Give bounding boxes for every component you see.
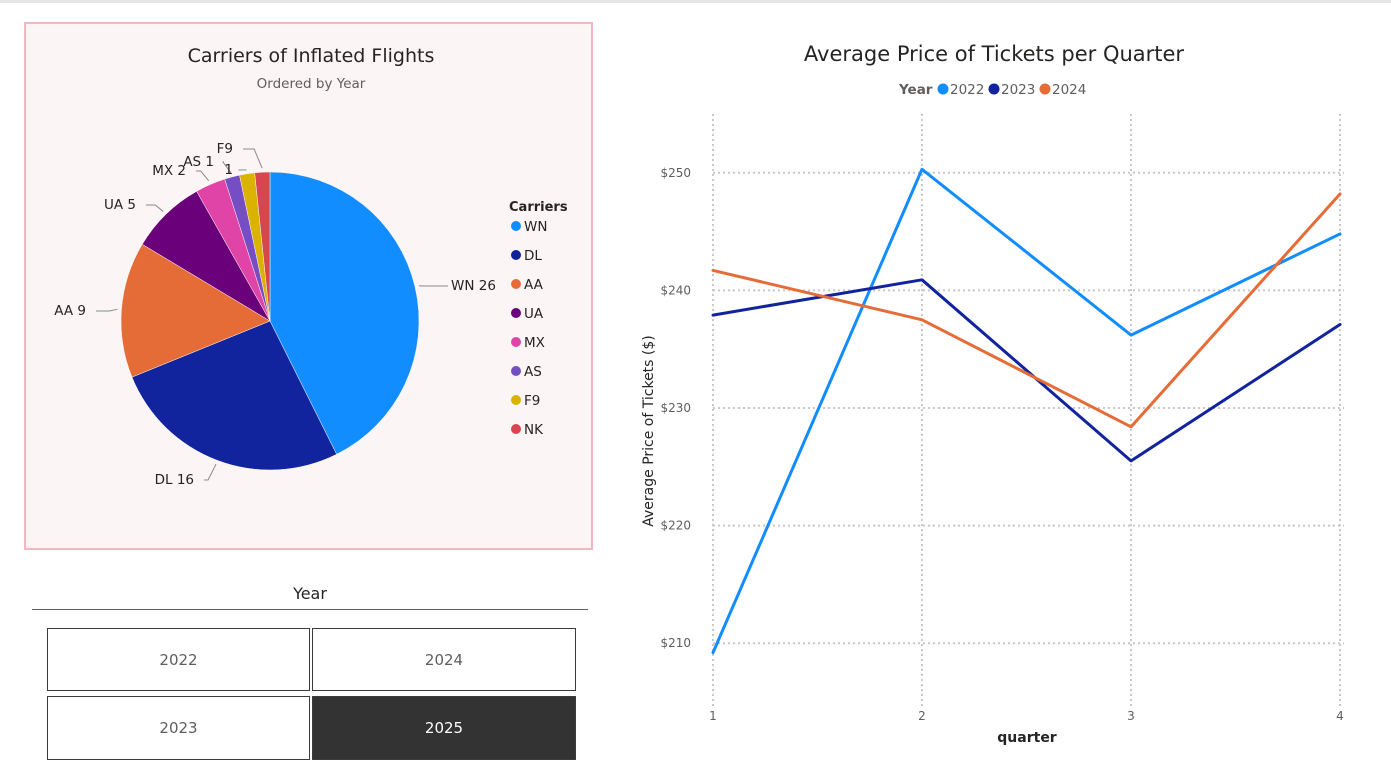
legend-marker-nk[interactable] <box>511 424 521 434</box>
legend-item-dl[interactable]: DL <box>524 248 542 264</box>
pie-data-label: 1 <box>224 162 233 178</box>
pie-data-label: MX 2 <box>152 163 186 179</box>
legend-item-as[interactable]: AS <box>524 364 542 380</box>
legend-marker-dl[interactable] <box>511 250 521 260</box>
slicer-option-2022[interactable]: 2022 <box>47 628 310 691</box>
slicer-option-2023[interactable]: 2023 <box>47 696 310 760</box>
pie-slice-wn[interactable] <box>269 171 420 455</box>
y-tick-label: $250 <box>660 166 691 180</box>
top-divider <box>0 0 1391 3</box>
pie-leader-line <box>96 308 118 312</box>
year-slicer: Year 2022 2024 2023 2025 <box>32 580 588 780</box>
pie-data-label: AA 9 <box>54 303 86 319</box>
x-tick-label: 2 <box>918 709 926 723</box>
y-axis-label: Average Price of Tickets ($) <box>641 335 657 526</box>
legend-item-wn[interactable]: WN <box>524 219 547 235</box>
x-axis-label: quarter <box>997 730 1057 746</box>
line-chart-title: Average Price of Tickets per Quarter <box>804 42 1185 66</box>
slicer-option-2024[interactable]: 2024 <box>312 628 576 691</box>
pie-leader-line <box>204 463 217 481</box>
y-tick-label: $240 <box>660 283 691 297</box>
y-tick-label: $220 <box>660 519 691 533</box>
legend-marker-wn[interactable] <box>511 221 521 231</box>
slicer-option-2025[interactable]: 2025 <box>312 696 576 760</box>
legend-marker-as[interactable] <box>511 366 521 376</box>
pie-legend-title: Carriers <box>509 200 568 215</box>
legend-item-ua[interactable]: UA <box>524 306 544 322</box>
pie-leader-line <box>146 204 164 212</box>
pie-chart-card: Carriers of Inflated Flights Ordered by … <box>24 22 593 550</box>
legend-item-aa[interactable]: AA <box>524 277 544 293</box>
pie-data-label: DL 16 <box>155 472 194 488</box>
slicer-divider <box>32 609 588 610</box>
pie-data-label: F9 <box>217 141 233 157</box>
pie-slice-aa[interactable] <box>120 243 271 378</box>
pie-leader-line <box>196 170 210 182</box>
pie-chart: Carriers of Inflated Flights Ordered by … <box>54 45 568 488</box>
line-legend-marker-2024[interactable] <box>1039 83 1051 95</box>
y-tick-label: $230 <box>660 401 691 415</box>
pie-data-label: UA 5 <box>104 197 136 213</box>
legend-item-mx[interactable]: MX <box>524 335 545 351</box>
legend-item-f9[interactable]: F9 <box>524 393 540 409</box>
pie-data-label: WN 26 <box>451 278 496 294</box>
x-tick-label: 3 <box>1127 709 1135 723</box>
legend-item-nk[interactable]: NK <box>524 422 544 438</box>
slicer-title: Year <box>293 584 327 603</box>
pie-slice-nk[interactable] <box>254 171 271 322</box>
line-legend-marker-2023[interactable] <box>988 83 1000 95</box>
pie-leader-line <box>222 161 232 174</box>
legend-marker-aa[interactable] <box>511 279 521 289</box>
line-series-2024[interactable] <box>711 192 1342 429</box>
line-series-2023[interactable] <box>711 278 1342 463</box>
x-tick-label: 1 <box>709 709 717 723</box>
y-tick-label: $210 <box>660 636 691 650</box>
line-series-2022[interactable] <box>711 167 1342 655</box>
line-legend-item-2024[interactable]: 2024 <box>1052 82 1086 98</box>
pie-chart-subtitle: Ordered by Year <box>257 76 366 92</box>
line-legend-marker-2022[interactable] <box>937 83 949 95</box>
legend-marker-f9[interactable] <box>511 395 521 405</box>
line-legend-item-2023[interactable]: 2023 <box>1001 82 1035 98</box>
x-tick-label: 4 <box>1336 709 1344 723</box>
line-chart: Average Price of Tickets per Quarter Yea… <box>641 42 1344 746</box>
legend-marker-mx[interactable] <box>511 337 521 347</box>
pie-chart-title: Carriers of Inflated Flights <box>188 45 435 67</box>
line-legend-title: Year <box>898 82 933 98</box>
legend-marker-ua[interactable] <box>511 308 521 318</box>
pie-data-label: AS 1 <box>183 154 214 170</box>
pie-leader-line <box>243 148 263 169</box>
pie-slice-dl[interactable] <box>131 320 337 471</box>
line-legend-item-2022[interactable]: 2022 <box>950 82 984 98</box>
